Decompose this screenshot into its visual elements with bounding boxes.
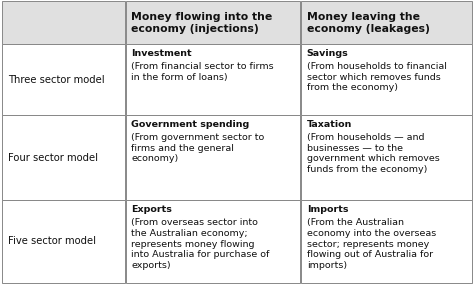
Text: Savings: Savings	[307, 49, 348, 58]
Text: (From the Australian
economy into the overseas
sector; represents money
flowing : (From the Australian economy into the ov…	[307, 218, 436, 270]
Bar	[2, 44, 125, 115]
Bar	[301, 44, 472, 115]
Text: (From households — and
businesses — to the
government which removes
funds from t: (From households — and businesses — to t…	[307, 133, 439, 174]
Bar	[301, 200, 472, 283]
Text: Four sector model: Four sector model	[8, 153, 98, 163]
Text: (From overseas sector into
the Australian economy;
represents money flowing
into: (From overseas sector into the Australia…	[131, 218, 270, 270]
Text: Money flowing into the
economy (injections): Money flowing into the economy (injectio…	[131, 12, 273, 34]
Bar	[2, 200, 125, 283]
Text: Taxation: Taxation	[307, 120, 352, 129]
Text: Imports: Imports	[307, 205, 348, 214]
Text: Government spending: Government spending	[131, 120, 249, 129]
Text: Exports: Exports	[131, 205, 172, 214]
Bar	[126, 44, 300, 115]
Text: Three sector model: Three sector model	[8, 74, 105, 85]
Bar	[301, 115, 472, 200]
Bar	[2, 1, 125, 44]
Bar	[126, 200, 300, 283]
Bar	[126, 1, 300, 44]
Text: Five sector model: Five sector model	[8, 236, 96, 247]
Text: (From households to financial
sector which removes funds
from the economy): (From households to financial sector whi…	[307, 62, 447, 92]
Bar	[301, 1, 472, 44]
Text: (From financial sector to firms
in the form of loans): (From financial sector to firms in the f…	[131, 62, 274, 82]
Text: Investment: Investment	[131, 49, 192, 58]
Bar	[126, 115, 300, 200]
Text: (From government sector to
firms and the general
economy): (From government sector to firms and the…	[131, 133, 264, 163]
Text: Money leaving the
economy (leakages): Money leaving the economy (leakages)	[307, 12, 429, 34]
Bar	[2, 115, 125, 200]
